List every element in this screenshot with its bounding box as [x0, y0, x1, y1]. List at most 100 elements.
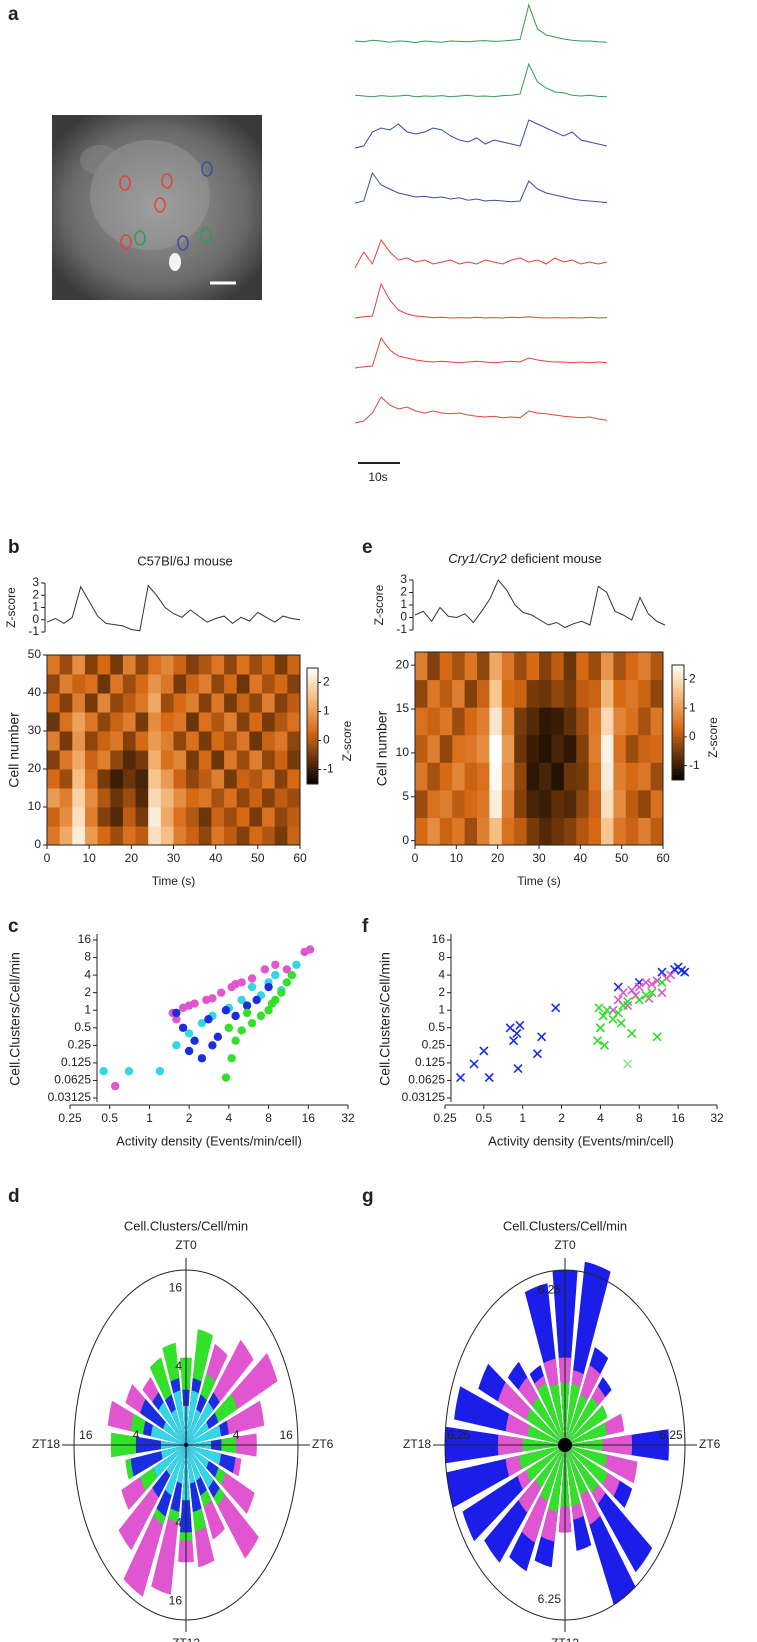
- colorbar-tick-label: -1: [323, 762, 334, 776]
- x-tick-label: 2: [558, 1111, 565, 1125]
- rose-bar: [565, 1445, 598, 1494]
- heatmap-cell: [588, 789, 602, 818]
- colorbar-segment: [307, 694, 318, 698]
- point: [634, 982, 644, 992]
- point: [657, 988, 667, 998]
- point: [184, 1046, 194, 1056]
- heatmap-cell: [625, 817, 639, 846]
- heatmap-cell: [427, 789, 441, 818]
- colorbar-segment: [307, 752, 318, 756]
- heatmap-cell: [539, 734, 552, 763]
- angle-label: ZT12: [172, 1636, 200, 1642]
- rose-bar: [186, 1422, 209, 1445]
- y-tick-label: 0.0625: [408, 1073, 445, 1087]
- heatmap-cell: [588, 679, 602, 708]
- point-stroke: [469, 1059, 479, 1069]
- heatmap-cell: [160, 769, 174, 789]
- heatmap-cell: [198, 826, 212, 846]
- point: [512, 1028, 522, 1038]
- point-stroke: [513, 1063, 523, 1074]
- point: [208, 1041, 217, 1050]
- point: [197, 1018, 207, 1028]
- heatmap-cell: [211, 731, 225, 751]
- point: [277, 988, 286, 997]
- heatmap-cell: [249, 712, 263, 732]
- point: [509, 1036, 519, 1046]
- heatmap-cell: [514, 652, 528, 681]
- y-tick-label: 0.5: [428, 1020, 445, 1034]
- colorbar-segment: [672, 725, 684, 729]
- heatmap-cell: [160, 655, 174, 675]
- heatmap-cell: [72, 826, 86, 846]
- heatmap-cell: [224, 655, 238, 675]
- y-tick-label: 0: [32, 612, 39, 626]
- heatmap-cell: [539, 762, 552, 791]
- chart-title: Cell.Clusters/Cell/min: [124, 1218, 248, 1233]
- trace: [354, 396, 608, 424]
- point-stroke: [613, 1008, 623, 1018]
- panel-label: a: [8, 4, 19, 25]
- point-stroke: [666, 970, 676, 980]
- heatmap-cell: [415, 789, 428, 818]
- point: [680, 967, 690, 977]
- heatmap-cell: [501, 789, 515, 818]
- y-tick-label: 8: [438, 950, 445, 964]
- colorbar-frame: [306, 667, 319, 785]
- y-tick-label: 10: [396, 745, 410, 759]
- y-tick-label: 0: [400, 610, 407, 624]
- heatmap-cell: [59, 693, 73, 713]
- heatmap-cell: [563, 734, 577, 763]
- heatmap-cell: [110, 826, 124, 846]
- heatmap-cell: [638, 789, 652, 818]
- y-tick-label: 40: [28, 685, 42, 699]
- point: [184, 1029, 194, 1038]
- heatmap-cell: [59, 655, 73, 675]
- y-tick-label: 2: [438, 985, 445, 999]
- heatmap-cell: [59, 769, 73, 789]
- heatmap-cell: [160, 788, 174, 808]
- colorbar-frame: [671, 664, 685, 781]
- heatmap-cell: [601, 707, 614, 736]
- title-plain: deficient mouse: [511, 551, 602, 566]
- heatmap-cell: [173, 750, 187, 770]
- colorbar-segment: [672, 702, 684, 706]
- point: [247, 1018, 257, 1028]
- heatmap-cell: [526, 817, 540, 846]
- r-tick-label: 4: [133, 1428, 140, 1442]
- heatmap-cell: [249, 788, 263, 808]
- polar-hub: [184, 1443, 188, 1447]
- colorbar-segment: [307, 726, 318, 730]
- point: [271, 960, 280, 970]
- heatmap-cell: [526, 789, 540, 818]
- heatmap-cell: [97, 674, 111, 694]
- r-tick-label: 6.25: [538, 1282, 562, 1296]
- heatmap-cell: [160, 731, 174, 751]
- point: [247, 974, 257, 983]
- colorbar-segment: [672, 731, 684, 735]
- point: [537, 1032, 547, 1042]
- point: [237, 1026, 246, 1035]
- colorbar-segment: [307, 723, 318, 727]
- trace: [354, 171, 608, 204]
- heatmap-cell: [47, 693, 61, 713]
- heatmap-cell: [514, 707, 528, 736]
- heatmap-cell: [427, 762, 441, 791]
- heatmap-cell: [613, 762, 627, 791]
- colorbar-segment: [307, 743, 318, 747]
- heatmap-cell: [84, 807, 99, 827]
- heatmap-cell: [650, 679, 664, 708]
- heatmap-cell: [47, 750, 61, 770]
- x-tick-label: 20: [491, 851, 505, 865]
- y-axis-label: Cell number: [6, 712, 22, 788]
- heatmap-cell: [249, 769, 263, 789]
- heatmap-cell: [477, 652, 490, 681]
- heatmap-cell: [198, 807, 212, 827]
- rose-bar: [565, 1445, 581, 1507]
- point: [267, 999, 277, 1008]
- heatmap-cell: [551, 679, 565, 708]
- heatmap-cell: [526, 707, 540, 736]
- heatmap-cell: [439, 817, 453, 846]
- point: [242, 1008, 252, 1018]
- y-tick-label: 0.03125: [402, 1090, 446, 1104]
- colorbar-tick-label: 0: [689, 729, 696, 743]
